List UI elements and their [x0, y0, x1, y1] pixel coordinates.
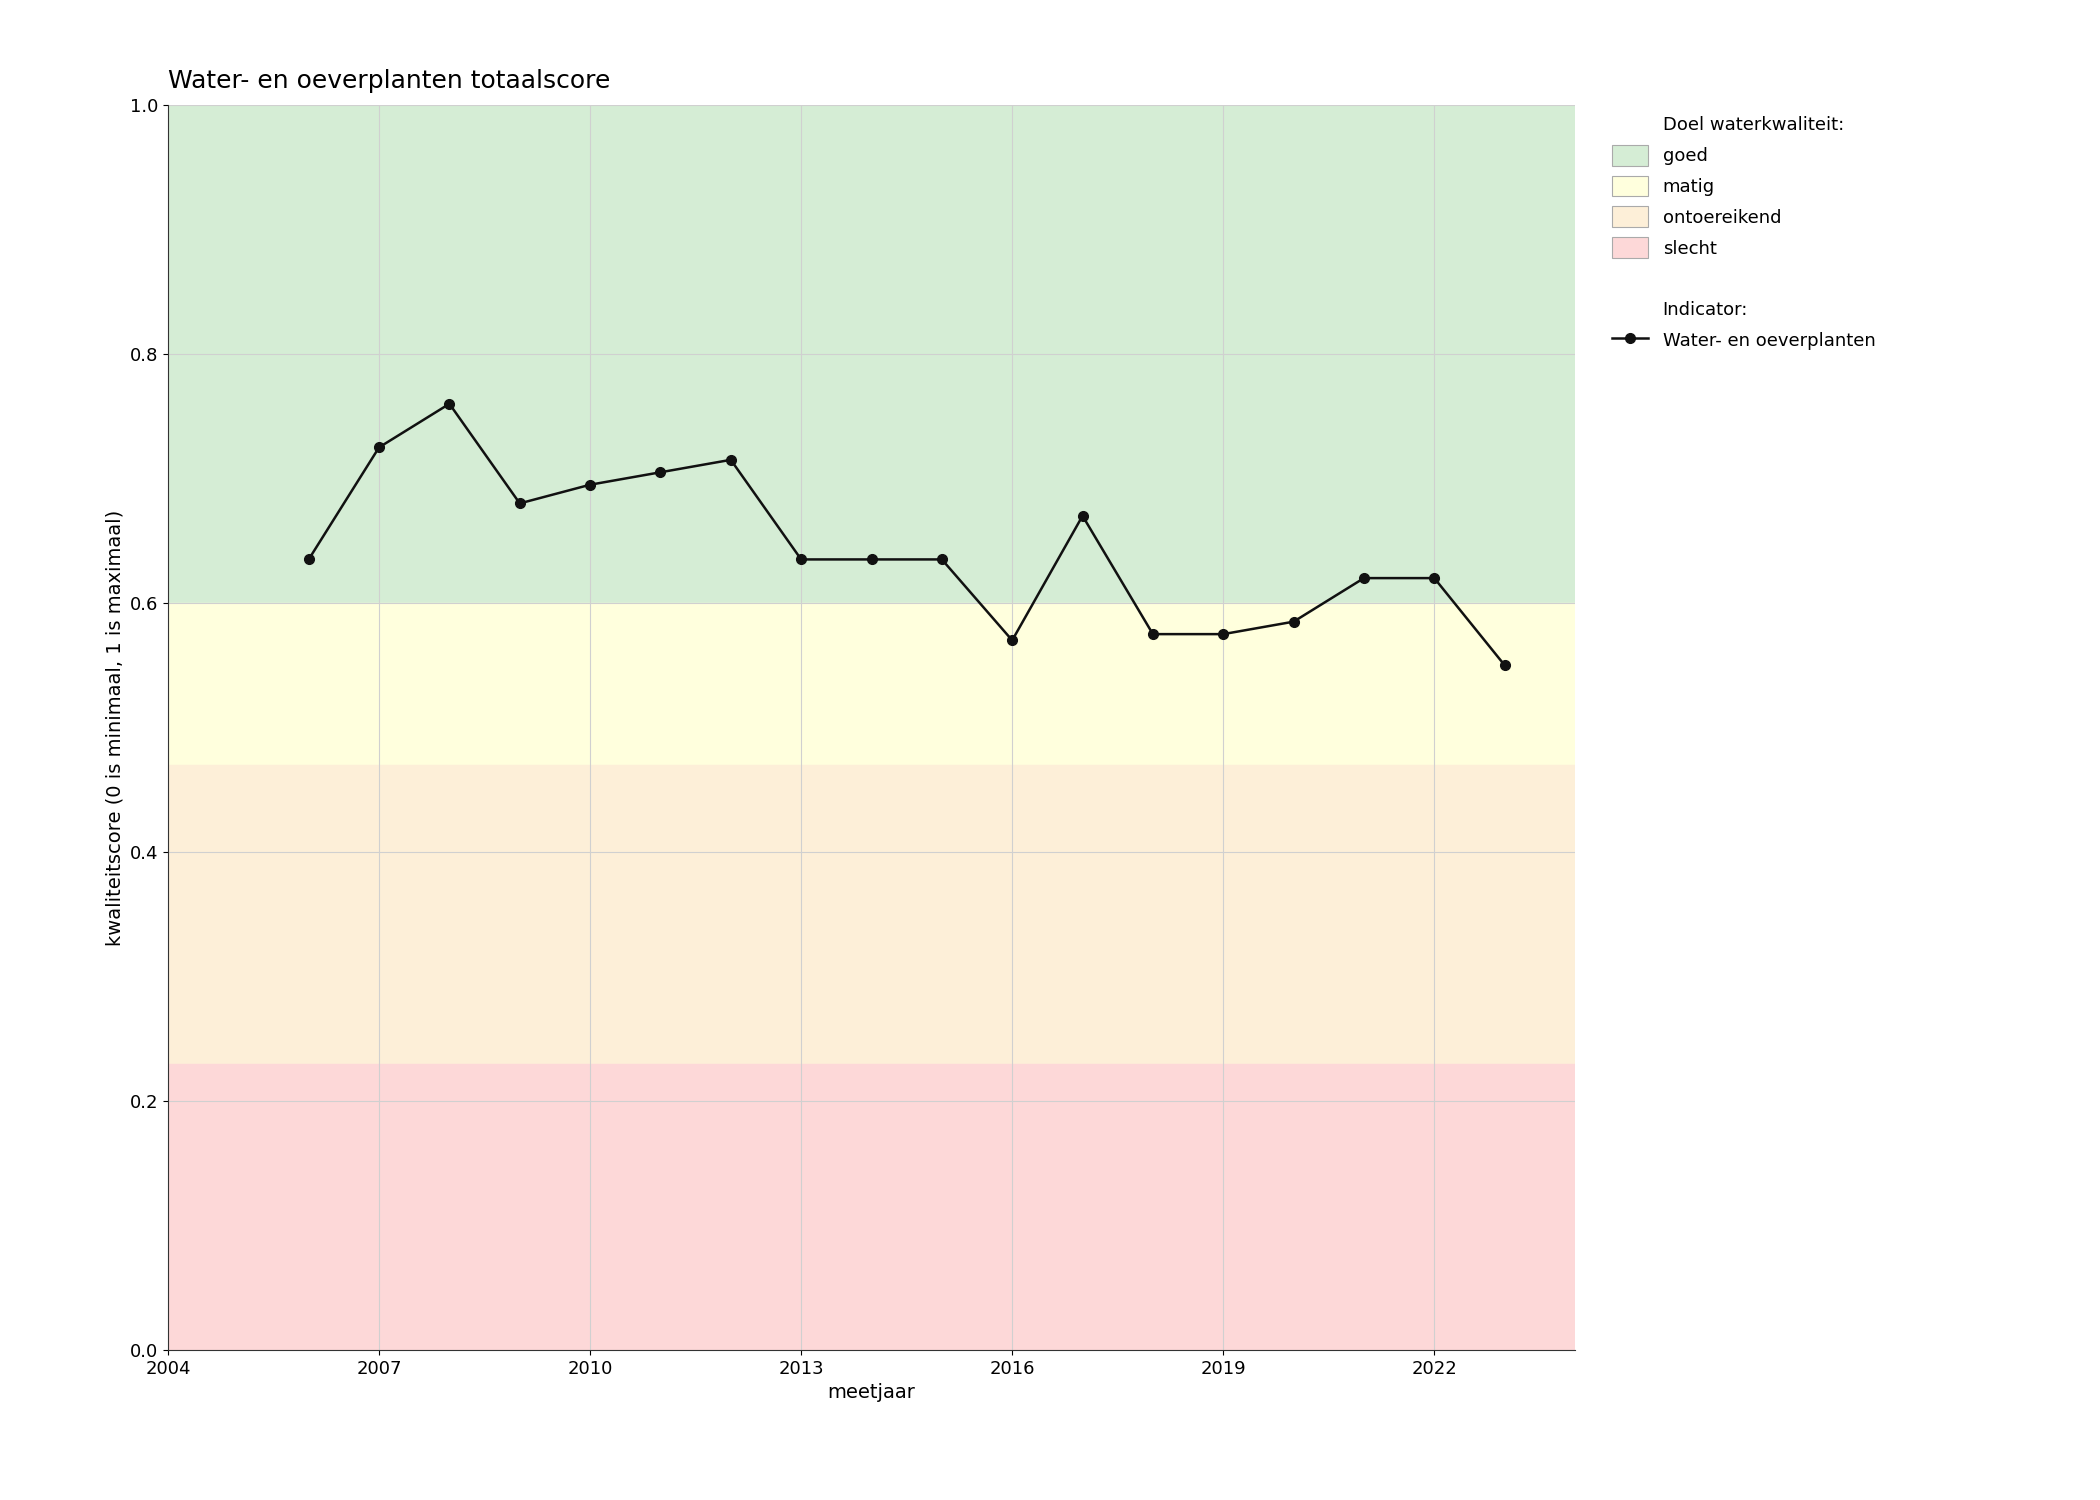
Y-axis label: kwaliteitscore (0 is minimaal, 1 is maximaal): kwaliteitscore (0 is minimaal, 1 is maxi… [105, 510, 124, 945]
Bar [168, 765, 1575, 1064]
X-axis label: meetjaar: meetjaar [827, 1383, 916, 1402]
Bar [168, 105, 1575, 603]
Text: Water- en oeverplanten totaalscore: Water- en oeverplanten totaalscore [168, 69, 611, 93]
Legend: Doel waterkwaliteit:, goed, matig, ontoereikend, slecht, , Indicator:, Water- en: Doel waterkwaliteit:, goed, matig, ontoe… [1613, 114, 1875, 351]
Bar [168, 603, 1575, 765]
Bar [168, 1064, 1575, 1350]
